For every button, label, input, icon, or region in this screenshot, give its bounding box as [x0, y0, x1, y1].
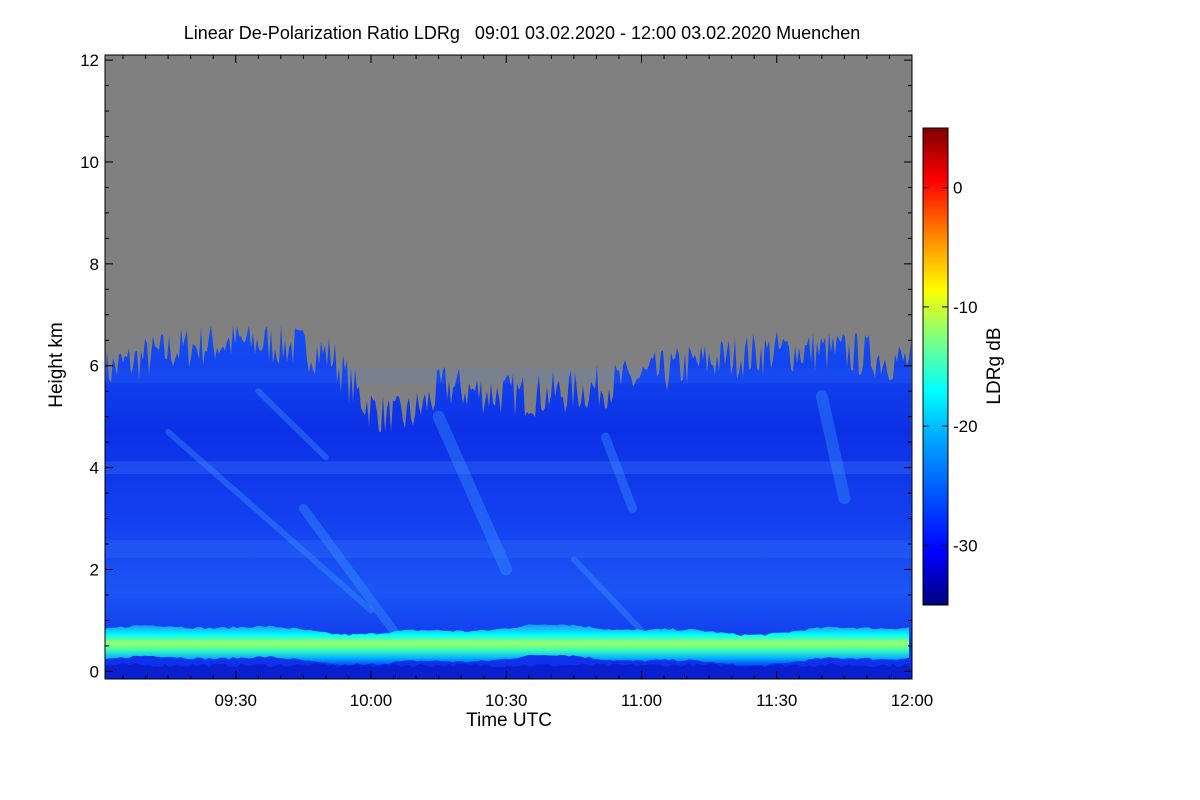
boundary-layer-band — [105, 624, 909, 667]
plot-frame — [104, 54, 913, 680]
y-axis-title: Height km — [46, 322, 67, 408]
x-tick-label: 09:30 — [214, 691, 257, 710]
colorbar-tick-label: -20 — [953, 417, 978, 436]
ice-fall-streaks — [165, 388, 851, 636]
colorbar-title: LDRg dB — [984, 327, 1005, 404]
x-tick-label: 10:30 — [485, 691, 528, 710]
x-tick-label: 12:00 — [891, 691, 934, 710]
x-tick-label: 11:30 — [756, 691, 797, 710]
y-tick-label: 10 — [80, 153, 99, 172]
fall-streak — [570, 556, 645, 634]
fall-streak — [255, 388, 329, 461]
y-axis: 0 2 4 6 8 10 12 — [80, 51, 912, 681]
colorbar-tick-label: -10 — [953, 298, 978, 317]
colorbar: 0 -10 -20 -30 LDRg dB — [922, 127, 1005, 606]
colorbar-ticks: 0 -10 -20 -30 — [923, 179, 978, 555]
colorbar-gradient — [922, 127, 949, 606]
near-ground-layer — [105, 663, 912, 679]
plot-area — [105, 55, 912, 679]
y-tick-label: 0 — [90, 662, 99, 681]
y-tick-label: 4 — [90, 459, 99, 478]
colorbar-tick-label: 0 — [953, 179, 962, 198]
y-tick-label: 8 — [90, 255, 99, 274]
colorbar-tick-label: -30 — [953, 536, 978, 555]
signal-region — [105, 325, 912, 679]
aerosol-band — [105, 368, 912, 384]
y-tick-label: 6 — [90, 357, 99, 376]
fall-streak — [815, 390, 851, 505]
chart-title: Linear De-Polarization Ratio LDRg 09:01 … — [184, 23, 860, 43]
x-tick-label: 11:00 — [621, 691, 662, 710]
fall-streak — [432, 410, 513, 576]
aerosol-layers — [105, 368, 912, 559]
aerosol-band — [105, 540, 912, 559]
x-tick-label: 10:00 — [350, 691, 393, 710]
y-tick-label: 12 — [80, 51, 99, 70]
y-tick-label: 2 — [90, 560, 99, 579]
fall-streak — [600, 432, 637, 513]
fall-streak — [165, 428, 374, 614]
fall-streak — [298, 503, 399, 636]
x-axis: 09:30 10:00 10:30 11:00 11:30 12:00 — [122, 55, 934, 710]
x-axis-title: Time UTC — [466, 710, 552, 731]
aerosol-band — [105, 461, 912, 474]
